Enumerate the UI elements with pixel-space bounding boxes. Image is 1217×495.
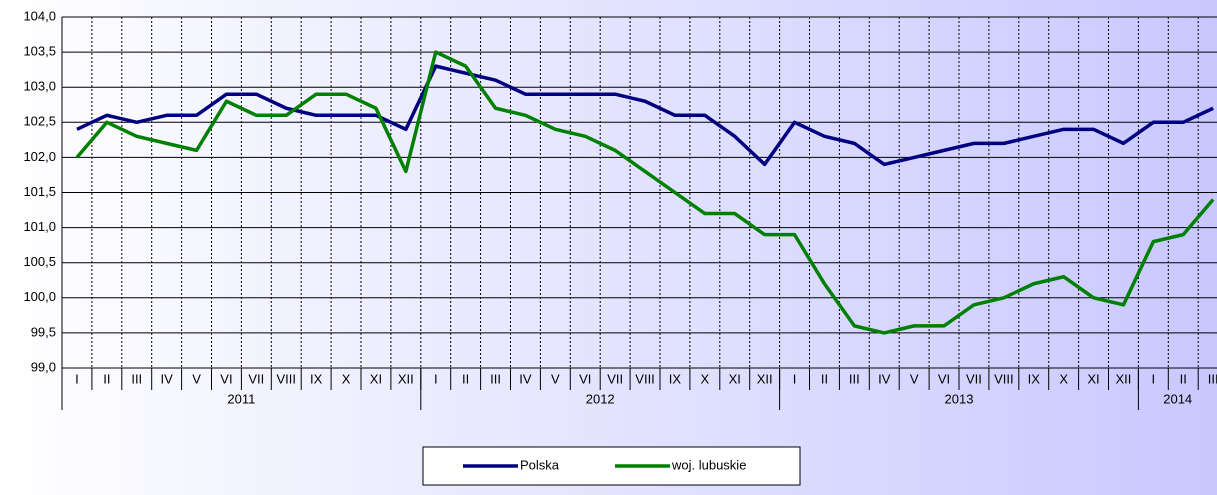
x-tick-label: VII: [607, 371, 623, 386]
x-tick-label: VII: [248, 371, 264, 386]
x-tick-label: V: [910, 371, 919, 386]
x-tick-label: XII: [757, 371, 773, 386]
y-tick-label: 104,0: [23, 8, 56, 23]
x-tick-label: II: [103, 371, 110, 386]
x-tick-label: IV: [878, 371, 891, 386]
x-tick-label: II: [1180, 371, 1187, 386]
x-tick-label: IX: [669, 371, 682, 386]
y-tick-label: 103,5: [23, 44, 56, 59]
x-tick-label: VIII: [994, 371, 1014, 386]
x-tick-label: III: [849, 371, 860, 386]
x-tick-label: VI: [220, 371, 232, 386]
x-tick-label: IV: [161, 371, 174, 386]
y-tick-label: 102,5: [23, 114, 56, 129]
x-tick-label: XI: [370, 371, 382, 386]
x-tick-label: I: [75, 371, 79, 386]
x-tick-label: I: [434, 371, 438, 386]
x-tick-label: V: [192, 371, 201, 386]
x-tick-label: IX: [1028, 371, 1041, 386]
x-tick-label: V: [551, 371, 560, 386]
x-tick-label: II: [462, 371, 469, 386]
group-label: 2012: [586, 391, 615, 406]
group-label: 2013: [945, 391, 974, 406]
group-label: 2014: [1163, 391, 1192, 406]
y-tick-label: 99,5: [31, 324, 56, 339]
legend-label: woj. lubuskie: [671, 457, 746, 472]
group-label: 2011: [227, 391, 255, 406]
x-tick-label: I: [1152, 371, 1156, 386]
x-tick-label: IV: [519, 371, 532, 386]
y-tick-label: 102,0: [23, 149, 56, 164]
series-line: [76, 64, 1214, 167]
x-tick-label: VIII: [635, 371, 655, 386]
x-tick-label: II: [821, 371, 828, 386]
x-tick-label: VIII: [276, 371, 296, 386]
x-tick-label: X: [1059, 371, 1068, 386]
x-tick-label: IX: [310, 371, 323, 386]
x-tick-label: VI: [938, 371, 950, 386]
x-tick-label: III: [131, 371, 142, 386]
x-tick-label: X: [701, 371, 710, 386]
x-tick-label: XI: [1087, 371, 1099, 386]
x-tick-label: III: [490, 371, 501, 386]
y-tick-label: 100,0: [23, 289, 56, 304]
x-tick-label: X: [342, 371, 351, 386]
y-tick-label: 99,0: [31, 359, 56, 374]
x-tick-label: XII: [1115, 371, 1131, 386]
x-tick-label: VI: [579, 371, 591, 386]
series-line: [75, 50, 1215, 335]
x-tick-label: I: [793, 371, 797, 386]
x-tick-label: VII: [966, 371, 982, 386]
y-tick-label: 101,5: [23, 184, 56, 199]
y-tick-label: 100,5: [23, 254, 56, 269]
legend-label: Polska: [520, 457, 560, 472]
x-tick-label: XII: [398, 371, 414, 386]
x-tick-label: III: [1208, 371, 1217, 386]
y-tick-label: 101,0: [23, 219, 56, 234]
y-tick-label: 103,0: [23, 79, 56, 94]
x-tick-label: XI: [729, 371, 741, 386]
